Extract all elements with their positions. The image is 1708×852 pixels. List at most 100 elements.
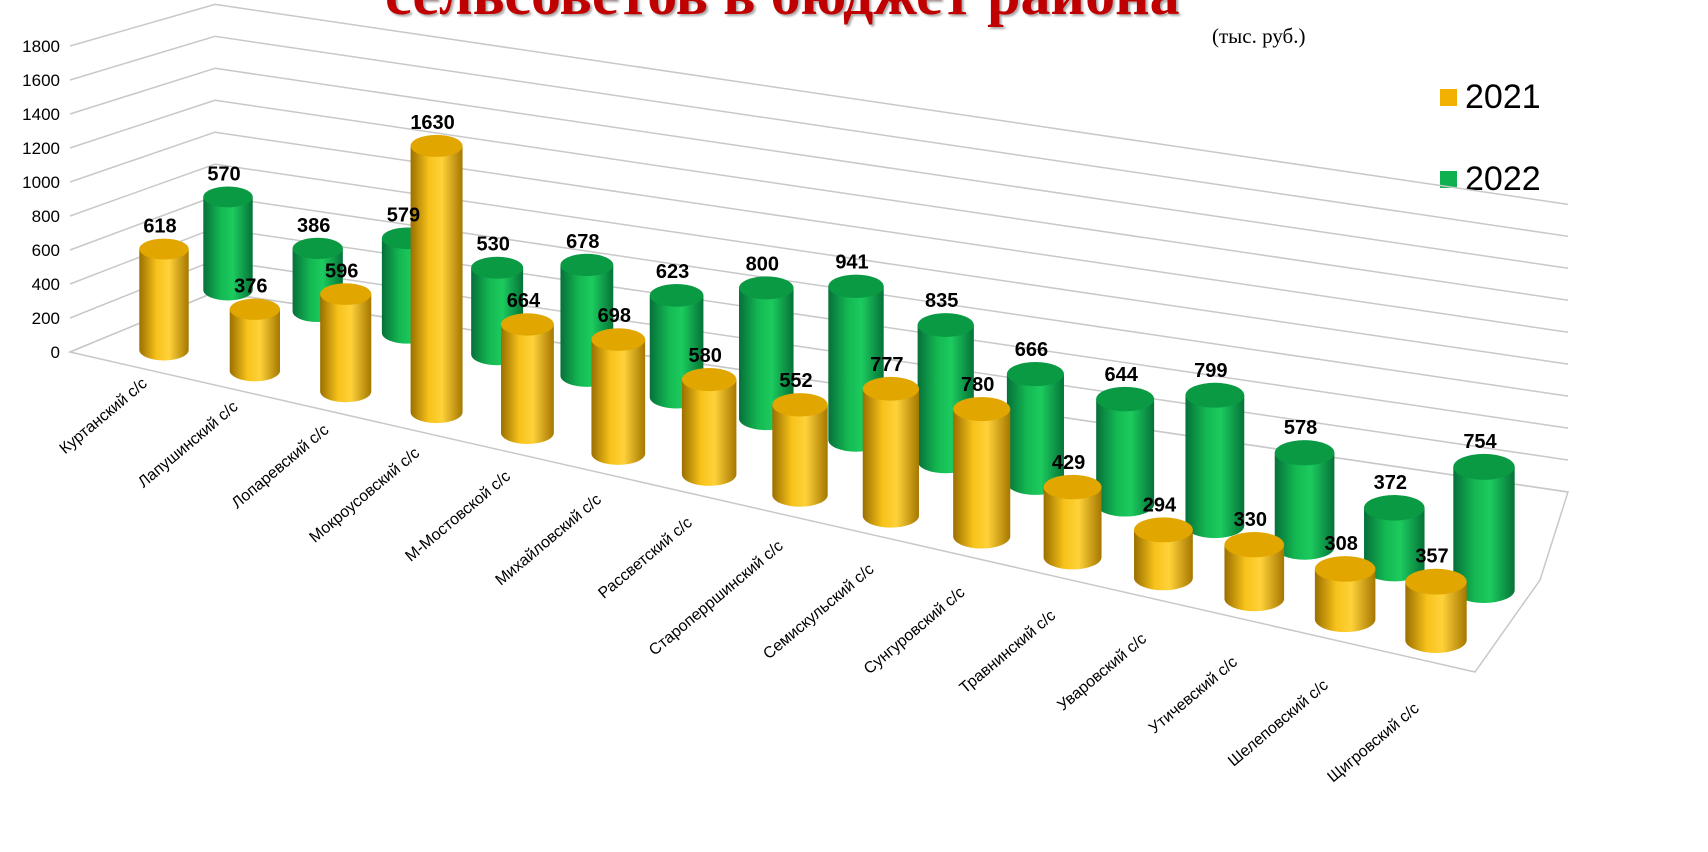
bar-2021 xyxy=(1314,556,1376,633)
x-tick-label: Шелеповский с/с xyxy=(1225,677,1332,770)
data-label-2021: 777 xyxy=(870,354,903,376)
bar-2021 xyxy=(1224,532,1285,612)
bar-2021-top xyxy=(862,376,919,401)
legend-swatch-2022 xyxy=(1440,171,1457,188)
bar-2021-top xyxy=(1314,556,1376,582)
gridline-left xyxy=(69,3,216,47)
bar-2021 xyxy=(953,396,1011,549)
bar-2021-body xyxy=(1405,581,1467,653)
gridline-left xyxy=(69,99,216,149)
data-label-2021: 698 xyxy=(598,305,631,327)
bar-2021-body xyxy=(410,145,463,424)
bar-2021-body xyxy=(862,388,919,528)
y-tick-label: 600 xyxy=(32,241,60,260)
bar-2022-top xyxy=(1453,453,1515,480)
bar-2021-top xyxy=(410,134,463,157)
bars: 570 386 579 530 678 623 800 941 835 666 644 799 578 3… xyxy=(139,112,1515,653)
bar-2022-top xyxy=(203,186,253,208)
data-label-2021: 294 xyxy=(1143,494,1177,516)
bar-2021-body xyxy=(320,294,372,403)
bar-2022 xyxy=(739,276,794,431)
bar-2022-top xyxy=(471,256,524,279)
x-tick-label: Куртанский с/с xyxy=(57,375,151,458)
y-tick-label: 1600 xyxy=(22,71,60,90)
data-label-2021: 429 xyxy=(1052,452,1085,474)
floor xyxy=(67,291,1569,673)
bar-2021-body xyxy=(772,404,828,507)
x-tick-label: Утичевский с/с xyxy=(1146,654,1241,738)
data-label-2022: 799 xyxy=(1194,360,1227,382)
data-label-2022: 666 xyxy=(1015,339,1048,361)
bar-2022-top xyxy=(1006,362,1064,387)
bar-2022 xyxy=(1453,453,1515,603)
data-label-2022: 800 xyxy=(746,253,779,275)
bar-2021-top xyxy=(1405,568,1467,595)
bar-series-group xyxy=(139,134,1515,653)
bar-2021 xyxy=(139,238,189,361)
gridline-left xyxy=(69,163,216,217)
data-label-2022: 579 xyxy=(387,204,420,226)
bar-2021 xyxy=(1043,474,1102,570)
data-labels: 570 386 579 530 678 623 800 941 835 666 644 799 578 3… xyxy=(143,112,1497,568)
bar-2022-top xyxy=(1185,382,1245,408)
bar-2022-body xyxy=(1274,452,1335,560)
gridline-left xyxy=(69,35,216,81)
bar-2022-top xyxy=(828,274,884,299)
bar-2021-top xyxy=(772,393,828,417)
x-tick-label: М-Мостовской с/с xyxy=(402,468,514,565)
bar-2022-body xyxy=(739,287,794,431)
bar-2021-body xyxy=(1043,487,1102,570)
bar-2022-top xyxy=(1096,386,1155,412)
data-label-2021: 580 xyxy=(688,345,721,367)
data-label-2021: 376 xyxy=(234,276,267,298)
data-label-2021: 1630 xyxy=(410,112,455,134)
bar-2021 xyxy=(1134,517,1193,591)
data-label-2022: 835 xyxy=(925,290,958,312)
bar-2021-body xyxy=(139,249,189,361)
y-tick-label: 400 xyxy=(32,275,60,294)
bar-2021-top xyxy=(1134,517,1193,543)
bar-2022 xyxy=(1006,362,1064,495)
data-label-2022: 578 xyxy=(1284,417,1317,439)
y-tick-label: 1000 xyxy=(22,173,60,192)
gridline-back xyxy=(214,35,1569,238)
x-tick-label: Староперршинский с/с xyxy=(646,538,786,660)
bar-2022 xyxy=(203,186,253,301)
bar-2021 xyxy=(501,313,554,445)
gridline-left xyxy=(69,67,216,115)
bar-2021 xyxy=(772,393,828,507)
bar-2021 xyxy=(229,298,280,382)
bar-2022-body xyxy=(1453,466,1515,603)
unit-label: (тыс. руб.) xyxy=(1212,24,1306,48)
data-label-2021: 780 xyxy=(961,374,994,396)
bar-2021 xyxy=(320,283,372,403)
gridline-back xyxy=(214,67,1569,270)
chart-title: сельсоветов в бюджет района xyxy=(385,0,1180,29)
x-tick-label: Семискульский с/с xyxy=(760,561,877,663)
bar-2021 xyxy=(681,368,737,486)
data-label-2022: 372 xyxy=(1374,472,1407,494)
x-tick-label: Сунгуровский с/с xyxy=(861,584,968,678)
data-label-2021: 330 xyxy=(1234,509,1267,531)
bar-2021-body xyxy=(229,309,280,382)
bar-2021 xyxy=(591,328,646,465)
x-tick-label: Михайловский с/с xyxy=(492,491,604,589)
legend-swatch-2021 xyxy=(1440,89,1457,106)
gridline-back xyxy=(214,99,1569,301)
data-label-2022: 941 xyxy=(835,252,868,274)
bar-2021-body xyxy=(501,324,554,445)
y-tick-label: 200 xyxy=(32,309,60,328)
bar-2021-body xyxy=(1134,529,1193,591)
bar-2022-top xyxy=(917,313,974,337)
data-label-2022: 530 xyxy=(476,234,509,256)
bar-2021-top xyxy=(681,368,737,392)
bar-2021-top xyxy=(139,238,189,260)
y-tick-label: 0 xyxy=(51,343,60,362)
bar-2022-top xyxy=(292,237,343,260)
bar-2022-body xyxy=(1096,399,1155,517)
bar-2022 xyxy=(1185,382,1245,539)
bar-2021-body xyxy=(681,379,737,486)
bar-2021-top xyxy=(953,396,1011,422)
legend-label-2021: 2021 xyxy=(1465,78,1541,116)
bar-2021-top xyxy=(320,283,372,305)
